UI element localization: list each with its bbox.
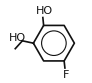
Text: HO: HO	[36, 6, 53, 16]
Text: HO: HO	[9, 33, 26, 43]
Text: F: F	[63, 70, 69, 80]
